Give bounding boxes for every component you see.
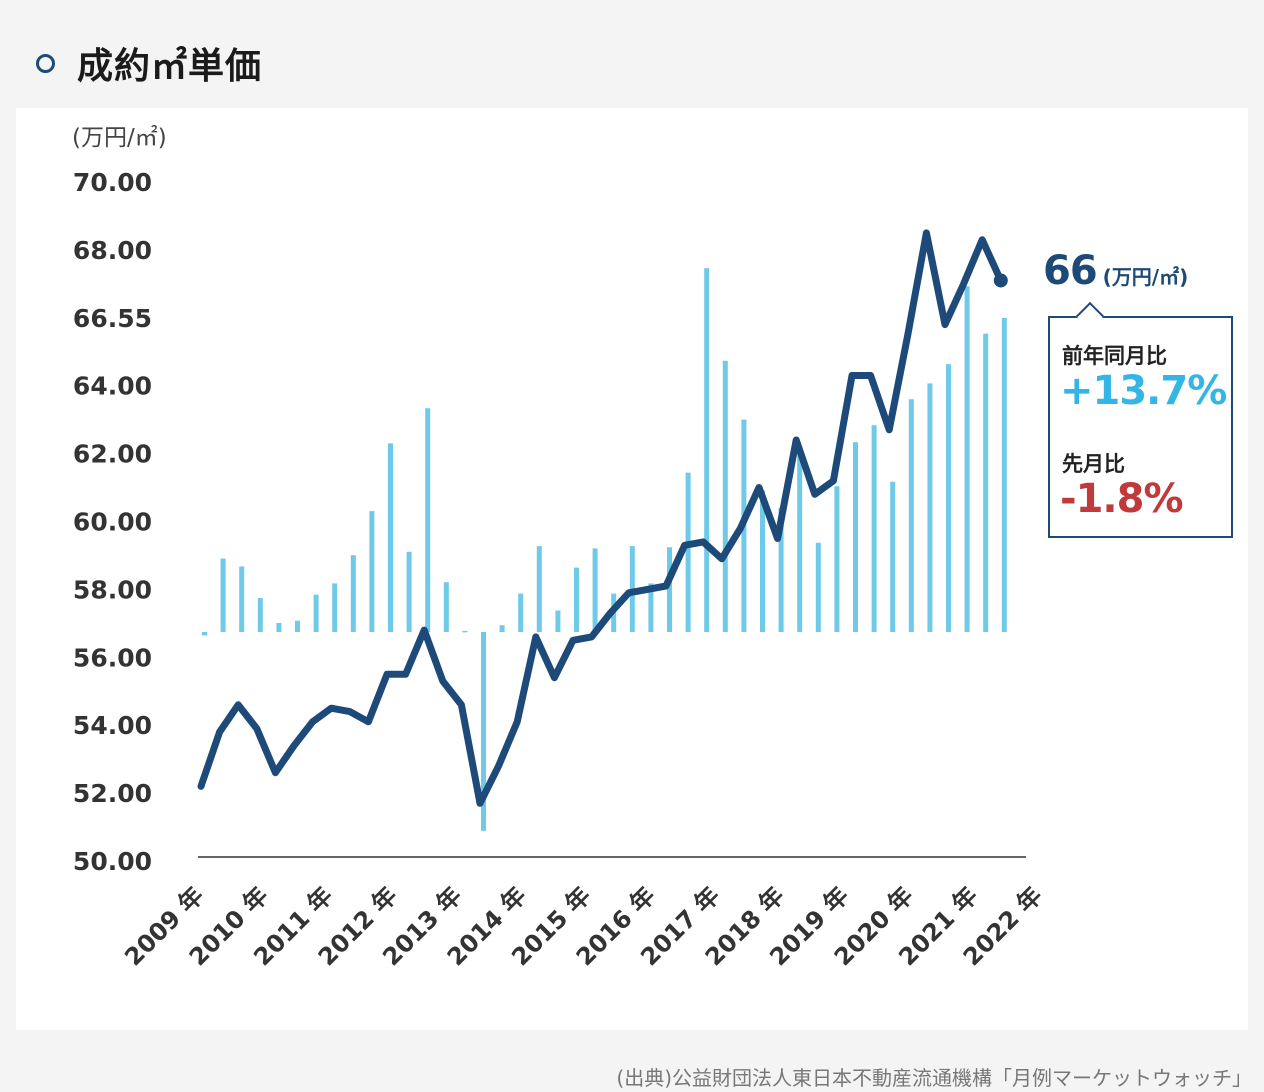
bar: [592, 548, 598, 632]
bar: [239, 566, 245, 632]
bar: [443, 582, 449, 632]
bar: [927, 383, 933, 632]
bar: [462, 630, 468, 633]
y-axis-unit-label: (万円/㎡): [72, 125, 167, 151]
bar: [555, 610, 561, 632]
bar: [295, 620, 300, 632]
bar: [574, 567, 579, 632]
bar: [1001, 317, 1007, 632]
y-tick-label: 64.00: [73, 372, 152, 401]
bar: [350, 555, 356, 632]
y-tick-label: 70.00: [73, 168, 152, 197]
mom-label: 先月比: [1062, 452, 1125, 476]
bar: [257, 598, 263, 632]
section-header: 成約㎡単価: [30, 38, 262, 88]
y-tick-label: 68.00: [73, 236, 152, 265]
price-chart: 70.00 68.00 66.55 64.00 62.00 60.00 58.00 56.00…: [73, 168, 1048, 971]
bar: [313, 594, 319, 632]
yoy-label: 前年同月比: [1062, 344, 1167, 368]
y-tick-label: 52.00: [73, 779, 152, 808]
bar: [946, 364, 951, 632]
y-tick-label: 56.00: [73, 643, 152, 672]
bar: [815, 542, 821, 632]
bar: [332, 583, 338, 632]
bar: [890, 481, 896, 632]
bar: [834, 486, 840, 632]
y-tick-label: 54.00: [73, 711, 152, 740]
latest-value-callout: 66 (万円/㎡): [1043, 248, 1188, 294]
bar: [704, 268, 710, 632]
bar: [908, 399, 914, 632]
bar: [685, 472, 691, 632]
bar: [425, 408, 431, 632]
bar: [202, 632, 207, 636]
latest-value-unit: (万円/㎡): [1102, 265, 1189, 289]
y-tick-label: 58.00: [73, 575, 152, 604]
y-tick-label: 50.00: [73, 847, 152, 876]
mom-value: -1.8%: [1060, 476, 1184, 522]
bar: [648, 583, 654, 632]
y-tick-label: 62.00: [73, 440, 152, 469]
yoy-value: +13.7%: [1060, 368, 1227, 414]
page-title: 成約㎡単価: [77, 46, 263, 87]
latest-value: 66: [1043, 248, 1098, 294]
change-summary-box: 前年同月比 +13.7% 先月比 -1.8%: [1048, 301, 1233, 538]
bar: [722, 360, 728, 632]
y-tick-label: 60.00: [73, 508, 152, 537]
bar: [369, 511, 375, 632]
bar: [220, 558, 226, 632]
bar: [853, 442, 858, 632]
bar: [964, 286, 970, 632]
series-line: [197, 229, 1005, 807]
bar: [388, 443, 393, 632]
bar: [499, 625, 505, 632]
bar: [760, 490, 765, 632]
bar: [406, 551, 412, 632]
bar: [536, 546, 542, 632]
bar: [518, 593, 524, 632]
bar: [667, 547, 672, 632]
bar: [481, 632, 486, 831]
bar: [797, 447, 803, 632]
bar: [983, 333, 989, 632]
source-note: (出典)公益財団法人東日本不動産流通機構「月例マーケットウォッチ」: [616, 1066, 1252, 1090]
bar: [871, 425, 877, 632]
bar: [276, 622, 282, 632]
circle-bullet-icon: [36, 53, 55, 73]
y-tick-label: 66.55: [73, 304, 152, 333]
end-point-marker: [993, 273, 1008, 288]
bar: [778, 507, 784, 632]
